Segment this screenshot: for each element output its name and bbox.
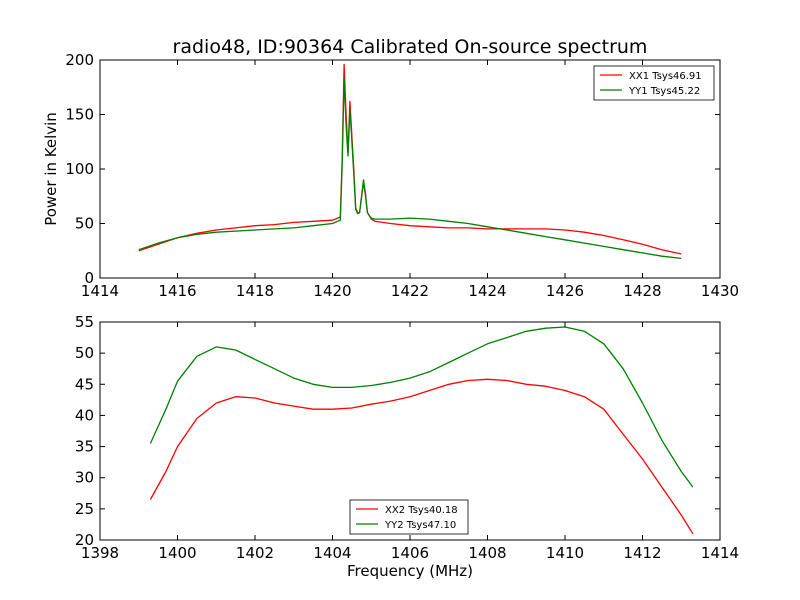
x-tick-label: 1414 bbox=[701, 544, 739, 562]
y-tick-label: 100 bbox=[65, 160, 94, 178]
x-tick-label: 1424 bbox=[468, 282, 506, 300]
y-tick-label: 35 bbox=[75, 438, 94, 456]
y-axis-label: Power in Kelvin bbox=[42, 112, 60, 226]
x-tick-label: 1418 bbox=[236, 282, 274, 300]
y-tick-label: 55 bbox=[75, 313, 94, 331]
x-tick-label: 1400 bbox=[158, 544, 196, 562]
legend-entry: YY1 Tsys45.22 bbox=[628, 86, 700, 97]
y-tick-label: 0 bbox=[84, 269, 94, 287]
x-tick-label: 1402 bbox=[236, 544, 274, 562]
x-tick-label: 1414 bbox=[81, 282, 119, 300]
legend: XX1 Tsys46.91 YY1 Tsys45.22 bbox=[593, 65, 715, 101]
y-tick-label: 150 bbox=[65, 106, 94, 124]
y-tick-label: 50 bbox=[75, 344, 94, 362]
x-tick-label: 1412 bbox=[623, 544, 661, 562]
y-tick-label: 45 bbox=[75, 375, 94, 393]
plot-panel-2: 1398 1400 1402 1404 1406 1408 1410 1412 1414 20 25… bbox=[75, 313, 739, 580]
y-tick-label: 200 bbox=[65, 51, 94, 69]
plot-panel-1: 1414 1416 1418 1420 1422 1424 1426 1428 1430 0 50 1… bbox=[42, 51, 739, 300]
x-tick-label: 1406 bbox=[391, 544, 429, 562]
series-line-2 bbox=[138, 77, 682, 260]
x-tick-label: 1422 bbox=[391, 282, 429, 300]
x-tick-label: 1420 bbox=[313, 282, 351, 300]
y-tick-label: 30 bbox=[75, 469, 94, 487]
y-tick-label: 50 bbox=[75, 215, 94, 233]
x-tick-label: 1404 bbox=[313, 544, 351, 562]
x-tick-label: 1410 bbox=[546, 544, 584, 562]
x-tick-label: 1430 bbox=[701, 282, 739, 300]
x-axis-label: Frequency (MHz) bbox=[347, 562, 473, 580]
legend-entry: XX2 Tsys40.18 bbox=[385, 505, 458, 516]
series-line-1 bbox=[149, 378, 694, 535]
legend-box bbox=[349, 499, 469, 535]
y-tick-label: 40 bbox=[75, 406, 94, 424]
series-line-2 bbox=[149, 326, 694, 488]
y-tick-label: 20 bbox=[75, 531, 94, 549]
y-tick-label: 25 bbox=[75, 500, 94, 518]
x-tick-label: 1398 bbox=[81, 544, 119, 562]
x-tick-label: 1408 bbox=[468, 544, 506, 562]
legend: XX2 Tsys40.18 YY2 Tsys47.10 bbox=[349, 499, 469, 535]
legend-entry: XX1 Tsys46.91 bbox=[629, 71, 702, 82]
legend-box bbox=[593, 65, 715, 101]
x-tick-label: 1416 bbox=[158, 282, 196, 300]
x-tick-label: 1426 bbox=[546, 282, 584, 300]
legend-entry: YY2 Tsys47.10 bbox=[384, 520, 456, 531]
x-tick-label: 1428 bbox=[623, 282, 661, 300]
chart-title: radio48, ID:90364 Calibrated On-source s… bbox=[173, 36, 648, 58]
